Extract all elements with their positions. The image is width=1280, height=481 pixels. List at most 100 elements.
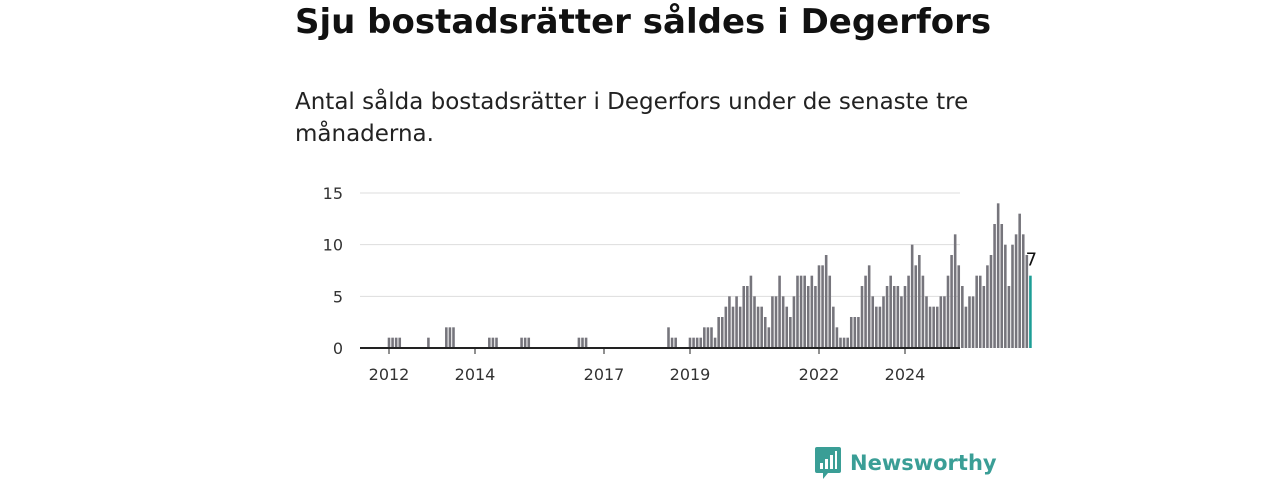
- x-tick-label: 2024: [885, 365, 926, 384]
- bar: [943, 296, 946, 348]
- y-tick-label: 5: [333, 287, 343, 306]
- y-tick-label: 10: [323, 236, 343, 255]
- bar: [731, 306, 735, 348]
- bar: [717, 317, 720, 348]
- newsworthy-logo: Newsworthy: [814, 445, 997, 481]
- x-tick-label: 2014: [455, 365, 496, 384]
- bar: [488, 337, 491, 348]
- bar: [885, 286, 889, 348]
- newsworthy-logo-icon: [815, 447, 841, 479]
- bar: [445, 327, 448, 348]
- bar: [387, 337, 391, 348]
- bar: [738, 306, 742, 348]
- bar: [796, 275, 799, 348]
- bar: [1000, 224, 1004, 348]
- bar: [832, 306, 835, 348]
- bar: [720, 317, 724, 348]
- bar: [581, 337, 584, 348]
- bar: [670, 337, 674, 348]
- bar: [849, 317, 853, 348]
- bar: [925, 296, 928, 348]
- bar: [1021, 234, 1025, 348]
- chart-title: Sju bostadsrätter såldes i Degerfors: [295, 2, 992, 42]
- bar: [882, 296, 885, 348]
- bar: [975, 275, 978, 348]
- bar: [910, 244, 914, 348]
- bar: [495, 337, 498, 348]
- bar: [674, 337, 677, 348]
- bar: [900, 296, 903, 348]
- bar: [724, 306, 728, 348]
- brand-name: Newsworthy: [850, 451, 997, 475]
- bar: [957, 265, 961, 348]
- bar: [398, 337, 402, 348]
- bar: [932, 306, 935, 348]
- bar: [792, 296, 796, 348]
- bar: [692, 337, 695, 348]
- bar: [728, 296, 731, 348]
- bar: [427, 337, 430, 348]
- bar: [961, 286, 964, 348]
- bar: [946, 275, 950, 348]
- bar: [993, 224, 996, 348]
- bar: [821, 265, 824, 348]
- bar: [828, 275, 832, 348]
- bar: [996, 203, 1000, 348]
- bar: [982, 286, 986, 348]
- bar: [817, 265, 821, 348]
- bar-chart: 0 5 10 15 2012 2014 2017 2019 2022 2024 7: [323, 184, 1037, 384]
- bar: [789, 317, 792, 348]
- bar: [907, 275, 910, 348]
- bar: [520, 337, 523, 348]
- bar: [810, 275, 814, 348]
- y-tick-label: 0: [333, 339, 343, 358]
- bar: [1011, 244, 1014, 348]
- bar: [953, 234, 957, 348]
- bar: [896, 286, 900, 348]
- bar: [753, 296, 756, 348]
- bar: [391, 337, 394, 348]
- bar: [767, 327, 771, 348]
- bar: [584, 337, 588, 348]
- bar: [713, 337, 717, 348]
- bar: [756, 306, 760, 348]
- bar: [803, 275, 806, 348]
- bar: [986, 265, 989, 348]
- bar: [710, 327, 713, 348]
- bar: [778, 275, 781, 348]
- bar: [935, 306, 939, 348]
- x-axis-ticks: 2012 2014 2017 2019 2022 2024: [369, 348, 926, 384]
- bar: [577, 337, 581, 348]
- bar: [968, 296, 971, 348]
- bar: [703, 327, 706, 348]
- bar: [1004, 244, 1007, 348]
- bar: [1025, 255, 1029, 348]
- bar: [746, 286, 749, 348]
- bar: [918, 255, 921, 348]
- bar: [857, 317, 860, 348]
- bar: [523, 337, 527, 348]
- bar: [875, 306, 878, 348]
- bar: [763, 317, 767, 348]
- bar: [989, 255, 993, 348]
- x-tick-label: 2019: [670, 365, 711, 384]
- bar: [878, 306, 882, 348]
- bar: [964, 306, 968, 348]
- x-tick-label: 2017: [584, 365, 625, 384]
- bar: [814, 286, 817, 348]
- bar: [889, 275, 892, 348]
- bar: [760, 306, 763, 348]
- bar-latest: [1029, 275, 1032, 348]
- bar: [771, 296, 774, 348]
- bar: [903, 286, 907, 348]
- x-tick-label: 2022: [799, 365, 840, 384]
- bar: [921, 275, 925, 348]
- bar: [781, 296, 785, 348]
- gridlines: [360, 192, 960, 297]
- bar: [950, 255, 953, 348]
- bar: [735, 296, 738, 348]
- bar: [871, 296, 875, 348]
- bar: [749, 275, 753, 348]
- bar: [928, 306, 932, 348]
- last-value-label: 7: [1026, 250, 1037, 271]
